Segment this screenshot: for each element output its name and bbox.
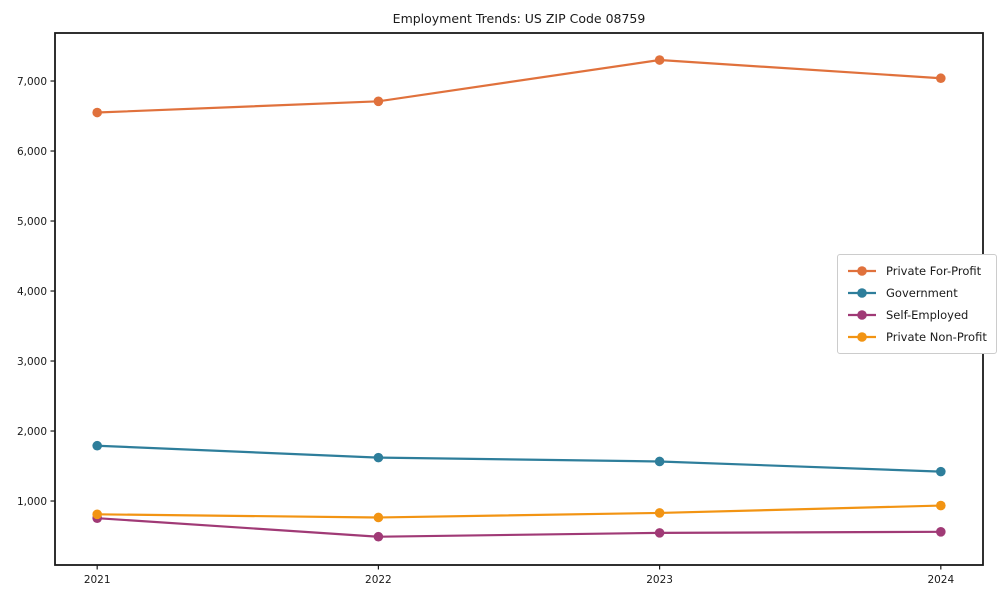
data-point-self-employed-2024 xyxy=(936,527,946,537)
chart-title: Employment Trends: US ZIP Code 08759 xyxy=(392,11,646,26)
y-axis-tick-label: 1,000 xyxy=(17,496,47,508)
y-axis-tick-label: 3,000 xyxy=(17,356,47,368)
x-axis-tick-label: 2024 xyxy=(927,574,954,586)
data-point-private-non-profit-2023 xyxy=(654,508,665,518)
legend-swatch-private-for-profit xyxy=(848,266,876,276)
data-point-government-2021 xyxy=(92,440,102,451)
series-line-private-non-profit xyxy=(96,504,942,519)
series-line-government xyxy=(96,444,942,473)
legend-item-private-non-profit: Private Non-Profit xyxy=(847,326,987,348)
data-point-private-for-profit-2022 xyxy=(373,96,384,107)
legend-swatch-self-employed xyxy=(848,310,876,320)
legend-swatch-private-non-profit xyxy=(848,332,876,342)
legend-label: Self-Employed xyxy=(886,308,969,322)
series-line-self-employed xyxy=(96,517,942,538)
legend-marker-icon xyxy=(857,288,867,298)
legend-marker-icon xyxy=(857,266,867,276)
data-point-government-2024 xyxy=(936,466,946,477)
y-axis-tick-label: 4,000 xyxy=(17,286,47,298)
data-point-self-employed-2022 xyxy=(373,531,384,542)
series-line-private-for-profit xyxy=(96,58,942,114)
data-point-private-non-profit-2024 xyxy=(936,500,946,511)
legend-marker-icon xyxy=(857,310,867,320)
data-point-self-employed-2023 xyxy=(654,528,665,538)
legend-label: Private For-Profit xyxy=(886,264,982,278)
legend-item-self-employed: Self-Employed xyxy=(847,304,987,326)
y-axis-tick-label: 6,000 xyxy=(17,146,47,158)
legend-item-government: Government xyxy=(847,282,987,304)
legend-marker-icon xyxy=(857,332,867,342)
x-axis-tick-label: 2021 xyxy=(84,574,111,586)
data-point-private-non-profit-2022 xyxy=(373,512,384,523)
legend-label: Government xyxy=(886,286,958,300)
data-point-private-for-profit-2024 xyxy=(936,73,946,84)
x-axis-tick-label: 2022 xyxy=(365,574,392,586)
legend-box: Private For-Profit Government Self-Employe… xyxy=(837,254,997,354)
data-point-government-2023 xyxy=(654,456,665,467)
legend-item-private-for-profit: Private For-Profit xyxy=(847,260,987,282)
data-point-private-for-profit-2023 xyxy=(654,55,665,65)
data-point-private-for-profit-2021 xyxy=(92,107,102,118)
legend-swatch-government xyxy=(848,288,876,298)
x-axis-tick-label: 2023 xyxy=(646,574,673,586)
y-axis-tick-label: 7,000 xyxy=(17,76,47,88)
legend-label: Private Non-Profit xyxy=(886,330,987,344)
data-point-private-non-profit-2021 xyxy=(92,509,102,520)
data-point-government-2022 xyxy=(373,452,384,463)
y-axis-tick-label: 5,000 xyxy=(17,216,47,228)
y-axis-tick-label: 2,000 xyxy=(17,426,47,438)
